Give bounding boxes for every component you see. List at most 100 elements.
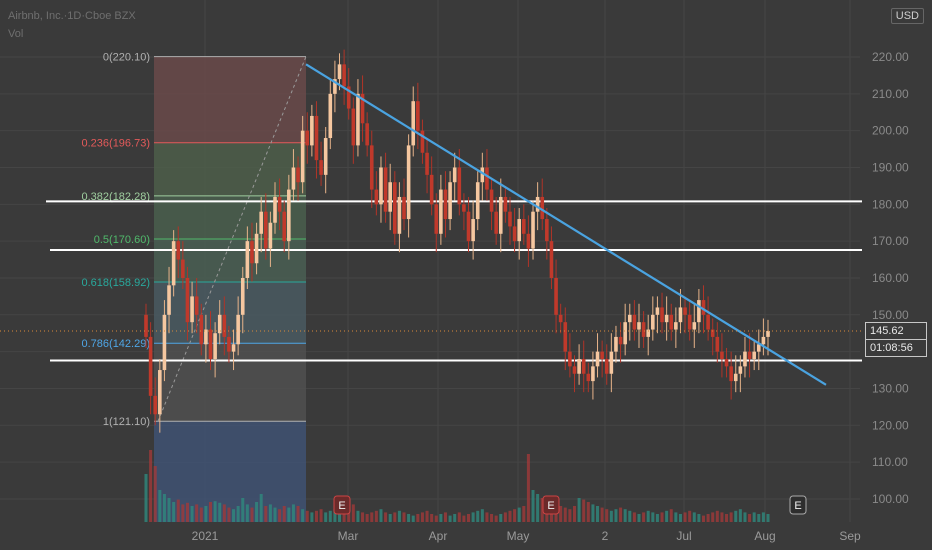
volume-bar xyxy=(149,450,153,522)
volume-bar xyxy=(379,509,383,522)
volume-bar xyxy=(301,509,305,522)
candle-body xyxy=(614,336,618,352)
earnings-marker-label: E xyxy=(794,500,801,512)
candle-body xyxy=(236,314,240,345)
volume-bar xyxy=(268,504,272,522)
candle-body xyxy=(710,329,715,337)
candle-body xyxy=(240,277,245,315)
volume-bar xyxy=(743,512,747,522)
volume-bar xyxy=(572,506,576,522)
candle-body xyxy=(291,167,296,190)
candle-body xyxy=(388,182,392,212)
volume-bar xyxy=(674,512,678,522)
candle-body xyxy=(669,314,674,330)
candle-body xyxy=(743,351,747,367)
candle-body xyxy=(485,167,489,190)
candle-body xyxy=(554,277,558,315)
candle-body xyxy=(411,101,416,146)
candle-body xyxy=(522,219,526,234)
candle-body xyxy=(217,314,222,334)
earnings-marker-label: E xyxy=(547,500,554,512)
y-tick-label: 210.00 xyxy=(872,87,909,101)
candle-body xyxy=(268,222,273,249)
candle-body xyxy=(627,314,632,323)
volume-bar xyxy=(370,512,374,522)
earnings-marker xyxy=(789,495,807,515)
volume-bar xyxy=(305,510,309,522)
volume-bar xyxy=(526,454,530,522)
volume-bar xyxy=(397,510,401,522)
volume-bar xyxy=(393,512,397,522)
downtrend-line xyxy=(305,63,827,386)
bar-countdown: 01:08:56 xyxy=(865,339,927,357)
volume-bar xyxy=(596,506,600,522)
x-tick-label: Apr xyxy=(429,529,448,543)
volume-bar xyxy=(678,514,682,522)
candle-body xyxy=(697,300,701,323)
candle-body xyxy=(181,259,185,278)
candle-body xyxy=(641,322,646,337)
candle-body xyxy=(282,211,287,242)
fib-zone xyxy=(154,343,306,422)
volume-bar xyxy=(209,502,213,522)
volume-bar xyxy=(443,512,447,522)
earnings-marker-label: E xyxy=(338,500,345,512)
candle-body xyxy=(222,314,227,337)
volume-bar xyxy=(425,510,429,522)
volume-bar xyxy=(176,499,180,522)
volume-bar xyxy=(711,512,715,522)
candle-body xyxy=(738,366,743,374)
volume-bar xyxy=(430,514,434,522)
volume-label: Vol xyxy=(8,28,24,40)
volume-bar xyxy=(522,506,526,522)
candle-body xyxy=(337,64,342,80)
candle-body xyxy=(651,314,655,330)
fib-zone xyxy=(154,281,306,344)
volume-bar xyxy=(259,494,263,522)
volume-bar xyxy=(439,514,443,522)
volume-bar xyxy=(669,509,673,522)
candle-body xyxy=(766,330,770,337)
candle-body xyxy=(618,336,623,345)
candle-body xyxy=(747,351,752,360)
x-tick-label: Sep xyxy=(839,529,861,543)
candle-body xyxy=(167,285,171,315)
candle-body xyxy=(586,373,591,382)
volume-bar xyxy=(158,490,162,522)
volume-bar xyxy=(250,507,254,522)
volume-bar xyxy=(619,507,623,522)
candle-body xyxy=(494,211,498,234)
y-tick-label: 220.00 xyxy=(872,50,909,64)
volume-bar xyxy=(374,510,378,522)
volume-bar xyxy=(467,514,471,522)
candle-body xyxy=(434,204,439,234)
volume-bar xyxy=(471,512,475,522)
candle-body xyxy=(406,145,411,220)
volume-bar xyxy=(264,506,268,522)
volume-bar xyxy=(734,510,738,522)
volume-bar xyxy=(402,512,406,522)
candle-body xyxy=(692,322,697,330)
volume-bar xyxy=(761,512,765,522)
volume-bar xyxy=(725,514,729,522)
candle-body xyxy=(300,130,305,183)
volume-bar xyxy=(490,514,494,522)
currency-button[interactable]: USD xyxy=(890,8,924,24)
volume-bar xyxy=(706,514,710,522)
candle-body xyxy=(683,307,687,315)
x-tick-label: Mar xyxy=(338,529,359,543)
volume-bar xyxy=(199,507,203,522)
candle-body xyxy=(273,196,277,223)
candle-body xyxy=(701,300,706,315)
candle-body xyxy=(194,296,199,315)
volume-bar xyxy=(614,509,618,522)
candle-body xyxy=(452,167,457,183)
volume-bar xyxy=(296,506,300,522)
volume-bar xyxy=(333,509,337,522)
volume-bar xyxy=(688,510,692,522)
candle-body xyxy=(609,351,614,374)
candle-body xyxy=(250,241,254,264)
candle-body xyxy=(254,233,259,264)
